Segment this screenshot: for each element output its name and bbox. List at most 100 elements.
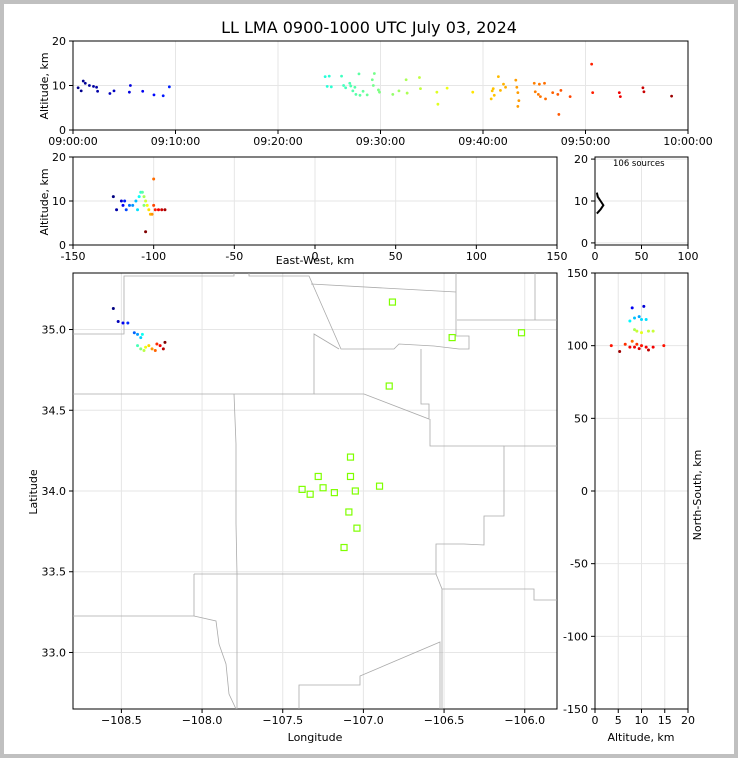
east-west-altitude-point	[115, 208, 119, 212]
altitude-north-south-point	[633, 316, 637, 320]
lma-station-marker	[375, 482, 384, 490]
altitude-north-south-point	[640, 318, 643, 322]
state-county-border	[194, 445, 557, 575]
time-altitude-point	[516, 105, 520, 108]
state-county-border	[298, 641, 441, 709]
time-altitude-point	[642, 90, 646, 94]
time-altitude-x-tick-label: 09:40:00	[458, 135, 507, 148]
time-altitude-point	[96, 89, 99, 93]
altitude-north-south-y-tick-label: 50	[574, 412, 588, 425]
time-altitude-point	[532, 81, 536, 85]
east-west-altitude-point	[160, 208, 164, 212]
time-altitude-x-tick-label: 09:50:00	[561, 135, 610, 148]
state-county-border	[73, 574, 195, 617]
figure-title: LL LMA 0900-1000 UTC July 03, 2024	[221, 18, 517, 37]
east-west-altitude-x-tick-label: -100	[141, 250, 166, 263]
plan-view-ylabel: Latitude	[27, 469, 40, 515]
east-west-altitude-point	[131, 203, 135, 207]
time-altitude-point	[515, 85, 519, 89]
time-altitude-point	[471, 90, 475, 94]
plan-view-x-tick-label: −107.5	[262, 714, 303, 727]
time-altitude-x-tick-label: 09:30:00	[356, 135, 405, 148]
time-altitude-point	[491, 87, 495, 91]
east-west-altitude-point	[134, 199, 138, 203]
state-county-border	[233, 393, 238, 709]
east-west-altitude-x-tick-label: 0	[312, 250, 319, 263]
east-west-altitude-point	[119, 199, 123, 203]
plan-view-x-tick-label: −106.0	[504, 714, 545, 727]
time-altitude-point	[492, 93, 496, 97]
plan-view-source	[155, 342, 159, 346]
east-west-altitude-point	[147, 208, 151, 212]
time-altitude-point	[349, 84, 353, 88]
time-altitude-point	[419, 87, 422, 91]
plan-view-x-tick-label: −108.5	[101, 714, 142, 727]
plan-view-x-tick-label: −106.5	[424, 714, 465, 727]
lma-station-marker	[346, 472, 355, 481]
time-altitude-point	[372, 72, 376, 75]
time-altitude-point	[108, 92, 112, 95]
altitude-north-south-point	[640, 344, 643, 348]
east-west-altitude-point	[152, 203, 156, 207]
plan-view-source	[126, 321, 130, 325]
altitude-north-south-point	[642, 304, 646, 308]
lma-station-marker	[319, 484, 327, 492]
time-altitude-point	[340, 74, 343, 78]
east-west-altitude-x-tick-label: -150	[61, 250, 86, 263]
time-altitude-point	[329, 85, 333, 89]
altitude-north-south-point	[644, 318, 648, 322]
time-altitude-point	[378, 90, 381, 94]
plan-view-x-tick-label: −108.0	[182, 714, 223, 727]
plan-view-source	[139, 347, 143, 351]
plan-view-source	[158, 344, 162, 348]
time-altitude-y-tick-label: 20	[52, 35, 66, 48]
altitude-north-south-point	[609, 344, 613, 348]
state-county-border	[310, 283, 457, 293]
plan-view-panel: −108.5 −108.0 −107.5 −107.0 −106.5 −106.0 33.0…	[42, 272, 558, 727]
lma-figure: LL LMA 0900-1000 UTC July 03, 2024 09:00…	[27, 18, 713, 744]
altitude-north-south-point	[633, 328, 637, 332]
east-west-altitude-point	[137, 195, 141, 199]
time-altitude-point	[358, 93, 362, 97]
altitude-north-south-point	[628, 345, 632, 349]
time-altitude-y-tick-label: 0	[59, 124, 66, 137]
figure-canvas: LL LMA 0900-1000 UTC July 03, 2024 09:00…	[4, 4, 734, 754]
time-altitude-point	[516, 91, 520, 95]
plan-view-x-tick-label: −107.0	[343, 714, 384, 727]
time-altitude-point	[502, 82, 505, 86]
plan-view-source	[163, 340, 167, 344]
lma-station-marker	[351, 487, 359, 495]
altitude-north-south-y-tick-label: 0	[581, 485, 588, 498]
time-altitude-point	[377, 88, 380, 92]
time-altitude-point	[357, 72, 361, 76]
histogram-note: 106 sources	[613, 159, 665, 169]
plan-view-source	[150, 347, 154, 351]
time-altitude-point	[371, 84, 375, 87]
time-altitude-point	[397, 89, 401, 93]
time-altitude-point	[568, 95, 572, 99]
lma-station-marker	[346, 453, 355, 461]
time-altitude-x-tick-label: 10:00:00	[663, 135, 712, 148]
lma-station-marker	[353, 524, 361, 532]
altitude-north-south-point	[635, 342, 639, 346]
altitude-north-south-point	[637, 315, 641, 319]
altitude-north-south-point	[644, 345, 648, 349]
time-altitude-point	[353, 85, 357, 89]
east-west-altitude-x-tick-label: 50	[389, 250, 403, 263]
time-altitude-point	[499, 88, 502, 92]
east-west-altitude-point	[111, 195, 115, 199]
altitude-north-south-point	[662, 344, 666, 348]
time-altitude-point	[129, 84, 132, 87]
altitude-histogram-x-tick-label: 50	[635, 250, 649, 263]
time-altitude-point	[557, 113, 561, 116]
time-altitude-point	[161, 94, 165, 98]
time-altitude-panel: 09:00:00 09:10:00 09:20:00 09:30:00 09:40:00…	[48, 35, 712, 148]
state-county-border	[442, 588, 557, 601]
east-west-altitude-point	[144, 230, 148, 234]
altitude-north-south-point	[623, 342, 627, 346]
plan-view-source	[132, 331, 136, 335]
plan-view-source	[153, 349, 157, 353]
plan-view-source	[139, 336, 143, 340]
east-west-altitude-point	[121, 203, 125, 207]
altitude-histogram-line	[595, 192, 605, 215]
